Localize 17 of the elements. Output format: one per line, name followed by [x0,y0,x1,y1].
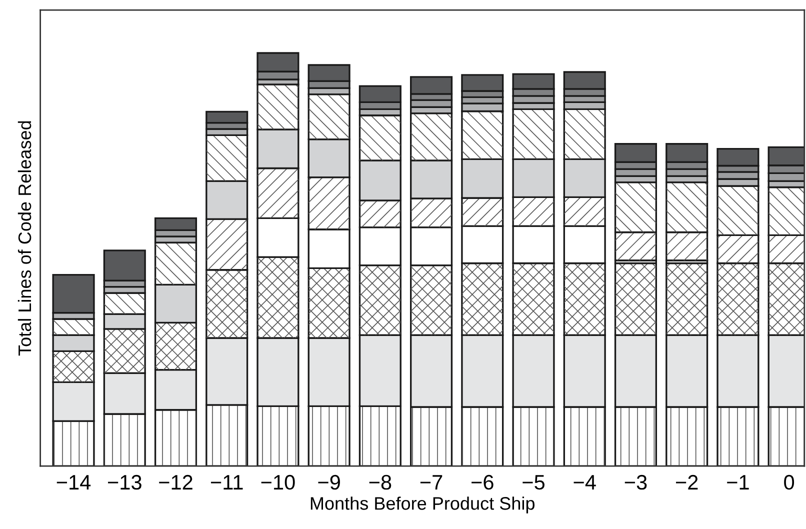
x-tick-label: −2 [676,474,698,490]
x-tick-label: −1 [727,475,749,490]
x-tick-label: −3 [624,474,647,490]
x-tick-label: −12 [159,474,192,490]
x-tick-label: −4 [574,475,596,490]
x-tick-label: −11 [210,475,243,490]
x-tick-label: −13 [108,474,142,490]
x-tick-label: −6 [472,474,494,490]
x-tick-label: −14 [56,475,91,490]
x-tick-label: −5 [522,475,545,490]
x-axis-title: Months Before Product Ship [310,496,535,514]
y-axis-title: Total Lines of Code Released [18,121,32,356]
x-tick-label: −7 [420,475,442,490]
x-tick-label: −8 [369,474,392,490]
x-tick-label: 0 [784,474,794,490]
x-tick-label: −9 [318,474,340,490]
x-tick-label: −10 [261,474,295,490]
